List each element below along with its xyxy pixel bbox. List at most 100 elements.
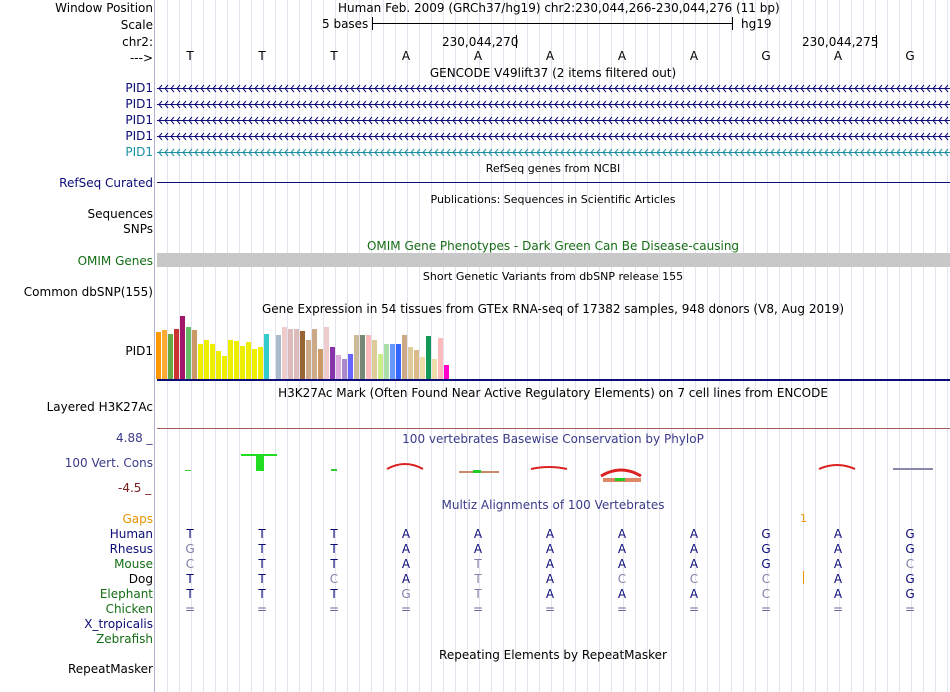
gtex-tissue-bar[interactable] xyxy=(420,357,425,379)
dbsnp-track-title[interactable]: Short Genetic Variants from dbSNP releas… xyxy=(422,270,684,283)
gtex-tissue-bar[interactable] xyxy=(426,336,431,379)
gtex-tissue-bar[interactable] xyxy=(384,344,389,379)
gtex-tissue-bar[interactable] xyxy=(252,349,257,379)
gtex-tissue-bar[interactable] xyxy=(270,378,275,379)
gtex-tissue-bar[interactable] xyxy=(444,365,449,379)
gtex-tissue-bar[interactable] xyxy=(318,349,323,379)
grid-line xyxy=(863,0,864,692)
multiz-gaps-label[interactable]: Gaps xyxy=(122,512,153,526)
gtex-tissue-bar[interactable] xyxy=(246,342,251,379)
gtex-tissue-bar[interactable] xyxy=(378,354,383,379)
gencode-item-label[interactable]: PID1 xyxy=(125,145,153,159)
snps-track-label[interactable]: SNPs xyxy=(123,222,153,236)
gtex-tissue-bar[interactable] xyxy=(360,335,365,379)
refseq-track-title[interactable]: RefSeq genes from NCBI xyxy=(485,162,621,175)
grid-line xyxy=(623,0,624,692)
species-label[interactable]: Human xyxy=(109,527,153,541)
species-label[interactable]: Rhesus xyxy=(109,542,153,556)
phylop-track-label[interactable]: 100 Vert. Cons xyxy=(64,456,153,470)
gencode-item-label[interactable]: PID1 xyxy=(125,129,153,143)
gtex-tissue-bar[interactable] xyxy=(276,335,281,379)
gtex-tissue-bar[interactable] xyxy=(312,329,317,379)
gtex-tissue-bar[interactable] xyxy=(390,344,395,379)
gtex-tissue-bar[interactable] xyxy=(336,355,341,379)
repeatmasker-track-label[interactable]: RepeatMasker xyxy=(67,662,153,676)
gtex-tissue-bar[interactable] xyxy=(372,340,377,379)
phylop-bar-1 xyxy=(185,470,191,471)
gtex-tissue-bar[interactable] xyxy=(414,350,419,379)
chrom-label: chr2: xyxy=(122,35,153,49)
gtex-tissue-bar[interactable] xyxy=(324,327,329,379)
gtex-tissue-bar[interactable] xyxy=(192,330,197,379)
omim-track-title[interactable]: OMIM Gene Phenotypes - Dark Green Can Be… xyxy=(366,239,740,253)
gtex-tissue-bar[interactable] xyxy=(240,346,245,379)
refseq-track-label[interactable]: RefSeq Curated xyxy=(59,176,153,190)
gtex-tissue-bar[interactable] xyxy=(216,351,221,379)
gtex-tissue-bar[interactable] xyxy=(156,332,161,379)
gtex-tissue-bar[interactable] xyxy=(438,338,443,379)
h3k27ac-track-title[interactable]: H3K27Ac Mark (Often Found Near Active Re… xyxy=(278,386,828,400)
publications-track-label[interactable]: Sequences xyxy=(87,207,153,221)
gencode-transcript[interactable] xyxy=(157,146,950,158)
gtex-tissue-bar[interactable] xyxy=(282,327,287,379)
gencode-track-title[interactable]: GENCODE V49lift37 (2 items filtered out) xyxy=(429,66,677,80)
gtex-tissue-bar[interactable] xyxy=(300,331,305,379)
gtex-tissue-bar[interactable] xyxy=(234,341,239,379)
gtex-tissue-bar[interactable] xyxy=(366,335,371,379)
species-label[interactable]: X_tropicalis xyxy=(84,617,153,631)
phylop-bar-5b xyxy=(473,470,481,473)
gtex-tissue-bar[interactable] xyxy=(210,344,215,379)
gencode-transcript[interactable] xyxy=(157,114,950,126)
h3k27ac-track-label[interactable]: Layered H3K27Ac xyxy=(46,400,153,414)
grid-line xyxy=(719,0,720,692)
gtex-tissue-bar[interactable] xyxy=(228,340,233,379)
gtex-tissue-bar[interactable] xyxy=(180,316,185,379)
phylop-track-title[interactable]: 100 vertebrates Basewise Conservation by… xyxy=(402,432,704,446)
repeatmasker-track-title[interactable]: Repeating Elements by RepeatMasker xyxy=(439,648,667,662)
grid-line xyxy=(887,0,888,692)
gtex-tissue-bar[interactable] xyxy=(204,340,209,379)
gtex-tissue-bar[interactable] xyxy=(264,334,269,379)
gtex-tissue-bar[interactable] xyxy=(432,359,437,379)
grid-line xyxy=(311,0,312,692)
gtex-track-title[interactable]: Gene Expression in 54 tissues from GTEx … xyxy=(261,302,845,316)
omim-gene-block[interactable] xyxy=(157,253,950,267)
gencode-transcript[interactable] xyxy=(157,98,950,110)
gtex-tissue-bar[interactable] xyxy=(408,347,413,379)
gencode-item-label[interactable]: PID1 xyxy=(125,113,153,127)
omim-track-label[interactable]: OMIM Genes xyxy=(77,254,153,268)
alignment-base: A xyxy=(401,542,411,556)
gtex-tissue-bar[interactable] xyxy=(162,330,167,379)
gtex-tissue-bar[interactable] xyxy=(354,335,359,379)
gencode-transcript[interactable] xyxy=(157,130,950,142)
species-label[interactable]: Chicken xyxy=(105,602,153,616)
species-label[interactable]: Dog xyxy=(128,572,153,586)
gtex-tissue-bar[interactable] xyxy=(402,335,407,379)
gtex-tissue-bar[interactable] xyxy=(396,344,401,379)
dbsnp-track-label[interactable]: Common dbSNP(155) xyxy=(23,285,153,299)
species-label[interactable]: Mouse xyxy=(114,557,153,571)
publications-track-title[interactable]: Publications: Sequences in Scientific Ar… xyxy=(430,193,676,206)
gtex-tissue-bar[interactable] xyxy=(222,356,227,379)
gencode-item-label[interactable]: PID1 xyxy=(125,97,153,111)
gtex-tissue-bar[interactable] xyxy=(258,347,263,379)
refseq-gene-line[interactable] xyxy=(157,182,950,183)
gtex-tissue-bar[interactable] xyxy=(306,340,311,379)
phylop-conservation-plot[interactable] xyxy=(155,450,950,490)
phylop-bar-2 xyxy=(256,455,264,471)
gtex-tissue-bar[interactable] xyxy=(288,329,293,379)
gtex-tissue-bar[interactable] xyxy=(342,359,347,379)
gtex-tissue-bar[interactable] xyxy=(198,344,203,379)
gtex-tissue-bar[interactable] xyxy=(294,329,299,379)
gtex-tissue-bar[interactable] xyxy=(168,334,173,379)
gencode-item-label[interactable]: PID1 xyxy=(125,81,153,95)
species-label[interactable]: Zebrafish xyxy=(96,632,153,646)
gtex-tissue-bar[interactable] xyxy=(348,354,353,379)
multiz-track-title[interactable]: Multiz Alignments of 100 Vertebrates xyxy=(441,498,665,512)
gencode-transcript[interactable] xyxy=(157,82,950,94)
gtex-tissue-bar[interactable] xyxy=(186,327,191,379)
gtex-tissue-bar[interactable] xyxy=(330,347,335,379)
species-label[interactable]: Elephant xyxy=(99,587,153,601)
gtex-tissue-bar[interactable] xyxy=(174,329,179,379)
gtex-track-label[interactable]: PID1 xyxy=(125,344,153,358)
